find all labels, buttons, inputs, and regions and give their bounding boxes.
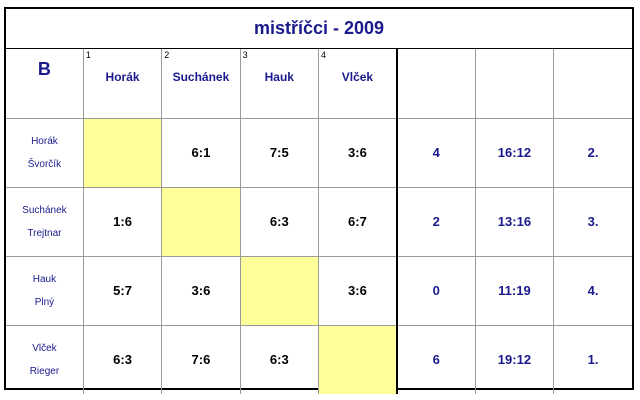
player-name: Vlček [32,342,57,354]
player-name: Hauk [32,273,57,285]
column-header: 4 Vlček [317,49,398,119]
score-cell: 7:5 [239,117,319,188]
column-name: Horák [105,70,140,84]
rank-cell: 1. [553,324,632,394]
rank-cell: 4. [553,255,632,326]
column-number: 4 [320,50,326,60]
points-cell: 2 [395,186,476,257]
score-cell: 7:6 [161,324,241,394]
row-header: Hauk Plný [6,255,84,326]
column-header: 1 Horák [82,49,163,119]
header-row: B 1 Horák 2 Suchánek 3 Hauk 4 Vlček [6,49,632,119]
table-row: Suchánek Trejtnar 1:6 6:3 6:7 2 13:16 3. [6,186,632,257]
rank-header [553,49,632,119]
diagonal-cell [82,117,163,188]
points-cell: 4 [395,117,476,188]
score-cell: 3:6 [317,117,398,188]
diagonal-cell [317,324,398,394]
points-cell: 0 [395,255,476,326]
points-header [395,49,476,119]
score-cell: 3:6 [161,255,241,326]
column-header: 3 Hauk [239,49,319,119]
diagonal-cell [239,255,319,326]
column-number: 2 [164,50,170,60]
column-name: Vlček [341,70,374,84]
column-name: Hauk [264,70,294,84]
score-cell: 6:3 [82,324,163,394]
player-name: Suchánek [22,204,67,216]
group-label: B [37,59,51,79]
player-name: Plný [34,296,55,308]
row-header: Suchánek Trejtnar [6,186,84,257]
score-cell: 6:7 [317,186,398,257]
diagonal-cell [161,186,241,257]
games-header [474,49,555,119]
player-name: Horák [31,135,58,147]
player-name: Rieger [29,365,60,377]
rank-cell: 2. [553,117,632,188]
score-cell: 5:7 [82,255,163,326]
results-table-frame: mistříčci - 2009 B 1 Horák 2 Suchánek 3 … [4,7,634,394]
group-cell: B [6,49,84,119]
row-header: Vlček Rieger [6,324,84,394]
results-grid: B 1 Horák 2 Suchánek 3 Hauk 4 Vlček [6,49,632,394]
points-cell: 6 [395,324,476,394]
player-name: Švorčík [27,158,62,170]
table-row: Vlček Rieger 6:3 7:6 6:3 6 19:12 1. [6,324,632,394]
column-name: Suchánek [172,70,230,84]
row-header: Horák Švorčík [6,117,84,188]
column-number: 3 [242,50,248,60]
score-cell: 3:6 [317,255,398,326]
score-cell: 6:3 [239,186,319,257]
games-cell: 19:12 [474,324,555,394]
games-cell: 13:16 [474,186,555,257]
column-number: 1 [85,50,91,60]
column-header: 2 Suchánek [161,49,241,119]
rank-cell: 3. [553,186,632,257]
player-name: Trejtnar [27,227,62,239]
table-title: mistříčci - 2009 [6,9,632,49]
score-cell: 1:6 [82,186,163,257]
table-row: Hauk Plný 5:7 3:6 3:6 0 11:19 4. [6,255,632,326]
score-cell: 6:1 [161,117,241,188]
score-cell: 6:3 [239,324,319,394]
table-row: Horák Švorčík 6:1 7:5 3:6 4 16:12 2. [6,117,632,188]
games-cell: 16:12 [474,117,555,188]
games-cell: 11:19 [474,255,555,326]
